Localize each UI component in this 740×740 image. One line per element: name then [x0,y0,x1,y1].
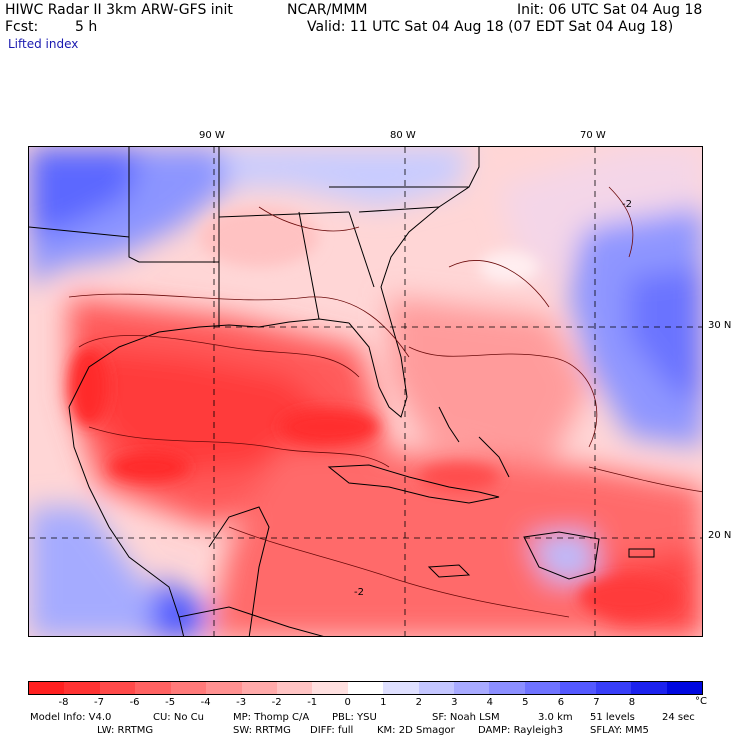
colorbar-swatch [276,682,313,694]
colorbar-swatch [64,682,100,694]
colorbar-tick-label: 1 [380,697,387,708]
field-name: Lifted index [8,37,79,51]
lat-label-30n: 30 N [708,320,732,331]
colorbar-swatch [524,682,561,694]
footer-pbl: PBL: YSU [332,712,377,723]
map-canvas [29,147,702,636]
footer-timestep: 24 sec [662,712,695,723]
footer-sw: SW: RRTMG [233,725,291,736]
colorbar-tick-label: -7 [94,697,105,708]
footer-diff: DIFF: full [310,725,354,736]
colorbar-unit: °C [695,696,707,707]
footer-cu: CU: No Cu [153,712,204,723]
colorbar-swatch [418,682,455,694]
colorbar-swatch [312,682,348,694]
footer-sflay: SFLAY: MM5 [590,725,649,736]
colorbar-swatch [135,682,171,694]
colorbar-tick-label: 5 [522,697,529,708]
forecast-label: Fcst: [5,19,39,35]
contour-label: -2 [354,587,364,598]
colorbar-swatch [99,682,136,694]
colorbar-tick-label: -5 [165,697,176,708]
colorbar-tick-label: -1 [307,697,318,708]
colorbar-tick-label: 3 [451,697,458,708]
colorbar-swatch [383,682,419,694]
colorbar-tick-label: 7 [593,697,600,708]
footer-resolution: 3.0 km [538,712,573,723]
forecast-hours: 5 h [75,19,98,35]
colorbar-swatch [170,682,207,694]
colorbar-swatch [29,682,65,694]
colorbar-tick-label: 6 [557,697,565,708]
valid-time: Valid: 11 UTC Sat 04 Aug 18 (07 EDT Sat … [307,19,674,35]
footer-sf: SF: Noah LSM [432,712,500,723]
colorbar-swatch [454,682,490,694]
graticule [29,147,702,636]
lon-label-80w: 80 W [390,130,416,141]
colorbar-tick-label: 8 [628,697,636,708]
contours [68,186,702,618]
lon-label-90w: 90 W [199,130,225,141]
org-label: NCAR/MMM [287,2,368,18]
contour-label: -2 [622,199,632,210]
colorbar-swatch [206,682,242,694]
footer-damp: DAMP: Rayleigh3 [478,725,564,736]
colorbar-tick-label: 0 [344,697,351,708]
colorbar-swatch [631,682,667,694]
colorbar-swatch [595,682,632,694]
colorbar-tick-label: -6 [129,697,140,708]
colorbar-swatch [241,682,277,694]
lifted-index-map: -2 -2 [28,146,703,637]
lon-label-70w: 70 W [580,130,606,141]
footer-km: KM: 2D Smagor [377,725,455,736]
model-title: HIWC Radar II 3km ARW-GFS init [5,2,233,18]
colorbar-tick-label: 2 [415,697,422,708]
colorbar-swatch [347,682,384,694]
footer-model-info: Model Info: V4.0 [30,712,112,723]
init-time: Init: 06 UTC Sat 04 Aug 18 [517,2,703,18]
coastlines [29,147,655,636]
colorbar-tick-label: -3 [236,697,247,708]
footer-mp: MP: Thomp C/A [233,712,310,723]
footer-levels: 51 levels [590,712,635,723]
colorbar-tick-label: 4 [486,697,494,708]
colorbar-tick-label: -2 [271,697,282,708]
colorbar-swatch [560,682,596,694]
colorbar-tick-label: -8 [58,697,69,708]
footer-lw: LW: RRTMG [97,725,154,736]
colorbar-swatch [666,682,703,694]
colorbar-swatch [489,682,525,694]
colorbar [28,681,703,695]
colorbar-tick-label: -4 [200,697,211,708]
lat-label-20n: 20 N [708,530,732,541]
